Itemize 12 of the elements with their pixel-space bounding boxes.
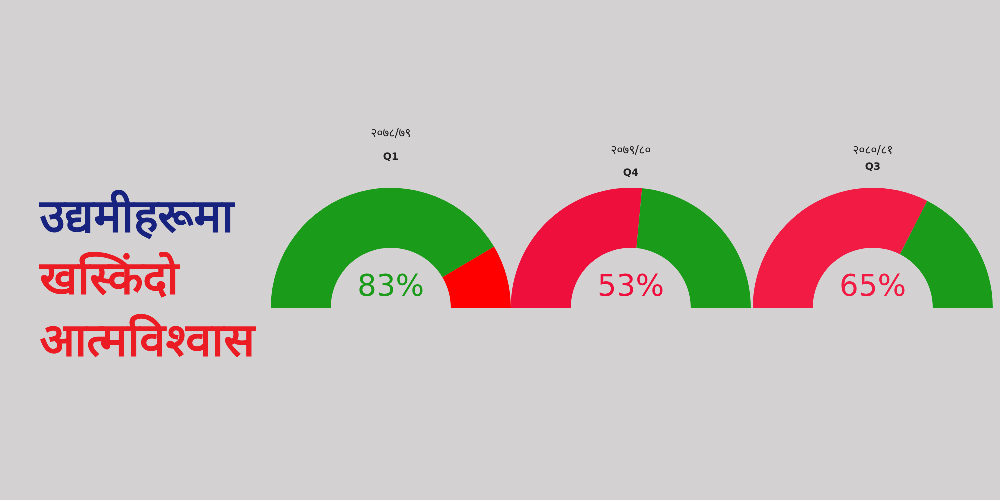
chart-title: २०७८/७९ <box>370 126 412 140</box>
chart-title: २०८०/८१ <box>852 143 894 157</box>
data-label: 53% <box>598 269 664 304</box>
data-label: 83% <box>358 269 424 304</box>
text: आत्मविश्वास <box>40 313 257 367</box>
chart-subtitle: Q4 <box>623 168 639 179</box>
chart-subtitle: Q3 <box>865 162 881 173</box>
chart-subtitle: Q1 <box>383 152 399 163</box>
text: खस्किंदो <box>39 251 181 305</box>
text: उद्यमीहरूमा <box>39 189 236 243</box>
chart-title: २०७९/८० <box>610 143 652 157</box>
data-label: 65% <box>840 269 906 304</box>
